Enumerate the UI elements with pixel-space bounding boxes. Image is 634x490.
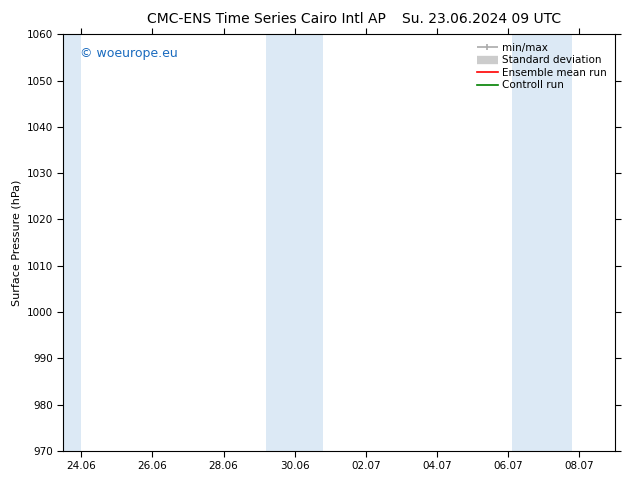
Bar	[512, 34, 573, 451]
Bar	[266, 34, 323, 451]
Y-axis label: Surface Pressure (hPa): Surface Pressure (hPa)	[11, 179, 21, 306]
Bar	[46, 34, 81, 451]
Text: Su. 23.06.2024 09 UTC: Su. 23.06.2024 09 UTC	[403, 12, 561, 26]
Text: © woeurope.eu: © woeurope.eu	[80, 47, 178, 60]
Legend: min/max, Standard deviation, Ensemble mean run, Controll run: min/max, Standard deviation, Ensemble me…	[474, 40, 610, 94]
Text: CMC-ENS Time Series Cairo Intl AP: CMC-ENS Time Series Cairo Intl AP	[147, 12, 385, 26]
